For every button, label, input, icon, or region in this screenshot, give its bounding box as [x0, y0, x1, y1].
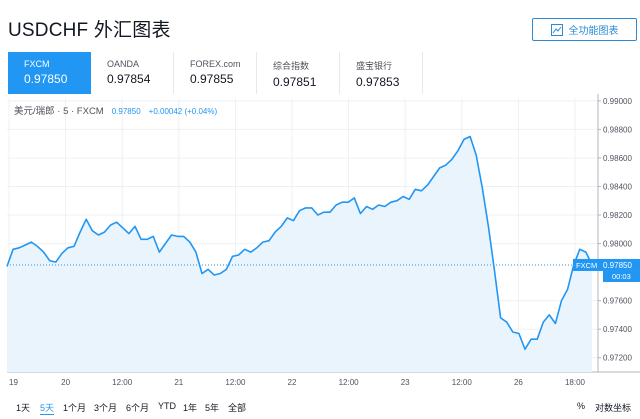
range-3m[interactable]: 3个月: [94, 403, 118, 413]
x-tick-label: 12:00: [339, 378, 360, 387]
x-tick-label: 21: [174, 378, 183, 387]
tab-oanda[interactable]: OANDA 0.97854: [91, 52, 174, 94]
log-scale-toggle[interactable]: 对数坐标: [595, 403, 632, 413]
countdown-value: 00:03: [612, 272, 631, 281]
tab-price: 0.97853: [356, 75, 400, 89]
tab-source: FOREX.com: [190, 59, 241, 69]
legend-change: +0.00042 (+0.04%): [148, 107, 218, 116]
legend-value: 0.97850: [111, 107, 141, 116]
tab-saxo[interactable]: 盛宝银行 0.97853: [340, 52, 423, 94]
tab-price: 0.97855: [190, 72, 234, 86]
tab-source: 综合指数: [273, 61, 310, 71]
x-tick-label: 12:00: [225, 378, 246, 387]
tab-source: FXCM: [24, 59, 50, 69]
price-chart[interactable]: 0.99000 0.98800 0.98600 0.98400 0.98200 0.980…: [0, 94, 640, 394]
range-1m[interactable]: 1个月: [63, 403, 87, 413]
x-tick-label: 26: [514, 378, 523, 387]
tab-price: 0.97851: [273, 75, 317, 89]
chart-legend: 美元/瑞郎 · 5 · FXCM 0.97850 +0.00042 (+0.04…: [14, 103, 217, 117]
y-tick-label: 0.97400: [603, 325, 632, 334]
tab-source: 盛宝银行: [356, 61, 393, 71]
percent-toggle[interactable]: %: [577, 401, 586, 411]
tab-price: 0.97850: [24, 72, 68, 86]
last-price-tag: [573, 258, 640, 271]
range-toolbar: 1天 5天 1个月 3个月 6个月 YTD 1年 5年 全部 % 对数坐标: [0, 396, 640, 419]
legend-symbol: 美元/瑞郎 · 5 · FXCM: [14, 106, 104, 117]
tab-source: OANDA: [107, 59, 140, 69]
y-tick-label: 0.97600: [603, 297, 632, 306]
x-tick-label: 22: [288, 378, 297, 387]
tab-fxcm[interactable]: FXCM 0.97850: [8, 52, 91, 94]
series-area: [7, 136, 592, 372]
range-all[interactable]: 全部: [228, 403, 247, 413]
x-tick-label: 23: [401, 378, 410, 387]
y-tick-label: 0.98400: [603, 182, 632, 191]
y-tick-label: 0.98000: [603, 240, 632, 249]
range-1d[interactable]: 1天: [16, 403, 31, 413]
y-tick-label: 0.98800: [603, 125, 632, 134]
full-chart-button-label: 全功能图表: [568, 26, 619, 37]
x-tick-label: 12:00: [112, 378, 133, 387]
x-tick-label: 12:00: [452, 378, 473, 387]
range-5y[interactable]: 5年: [205, 403, 220, 413]
range-ytd[interactable]: YTD: [158, 401, 176, 411]
tab-composite[interactable]: 综合指数 0.97851: [257, 52, 340, 94]
source-tabs: FXCM 0.97850 OANDA 0.97854 FOREX.com 0.9…: [8, 52, 423, 94]
range-5d[interactable]: 5天: [40, 403, 55, 415]
last-price-source: FXCM: [576, 261, 597, 270]
range-1y[interactable]: 1年: [183, 403, 198, 413]
x-tick-label: 20: [61, 378, 70, 387]
page-title: USDCHF 外汇图表: [8, 20, 171, 41]
range-6m[interactable]: 6个月: [126, 403, 150, 413]
last-price-value: 0.97850: [603, 261, 632, 270]
countdown-tag: [603, 270, 640, 282]
y-tick-label: 0.98200: [603, 211, 632, 220]
x-tick-label: 18:00: [565, 378, 586, 387]
full-chart-button[interactable]: 全功能图表: [532, 18, 637, 41]
x-tick-label: 19: [9, 378, 18, 387]
y-tick-label: 0.99000: [603, 97, 632, 106]
chart-canvas[interactable]: 0.99000 0.98800 0.98600 0.98400 0.98200 0.980…: [0, 94, 640, 394]
series-line: [6, 135, 593, 350]
y-tick-label: 0.98600: [603, 154, 632, 163]
y-tick-label: 0.97200: [603, 354, 632, 363]
header: USDCHF 外汇图表 全功能图表: [0, 0, 640, 48]
tab-price: 0.97854: [107, 72, 151, 86]
chart-icon: [550, 23, 563, 36]
tab-forex-com[interactable]: FOREX.com 0.97855: [174, 52, 257, 94]
